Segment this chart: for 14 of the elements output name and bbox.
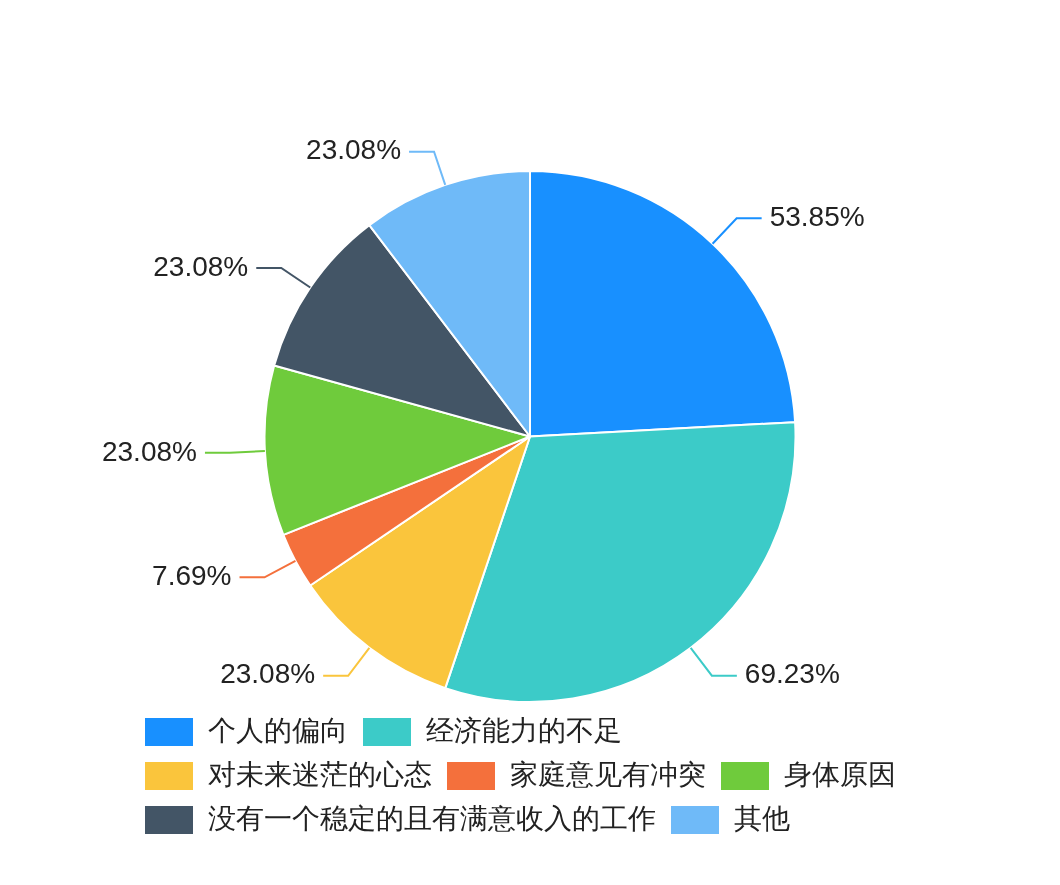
legend-label: 个人的偏向 [208,714,348,746]
data-label: 23.08% [220,658,316,690]
legend-label: 家庭意见有冲突 [510,758,706,790]
legend-label: 没有一个稳定的且有满意收入的工作 [208,802,656,834]
legend-label: 其他 [734,802,790,834]
legend-label: 对未来迷茫的心态 [208,758,432,790]
data-label: 23.08% [306,134,402,166]
data-label: 69.23% [744,658,840,690]
data-label: 23.08% [153,250,249,282]
legend-label: 身体原因 [784,758,896,790]
legend-label: 经济能力的不足 [426,714,622,746]
data-label: 23.08% [101,435,197,467]
data-label: 7.69% [152,560,232,591]
data-label: 53.85% [769,201,865,233]
